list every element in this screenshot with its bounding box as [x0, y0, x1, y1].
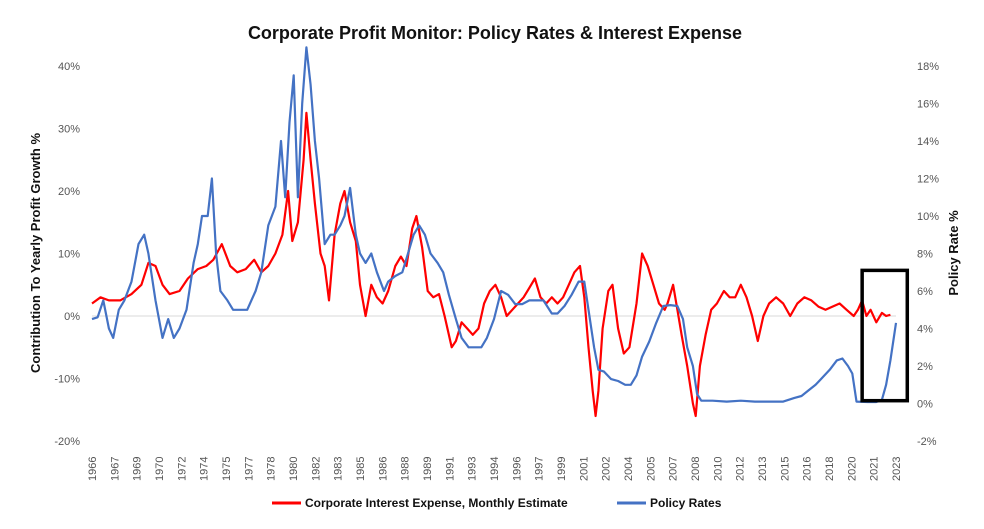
x-tick-label: 2021	[869, 457, 881, 481]
x-tick-label: 1975	[221, 457, 233, 481]
right-tick-label: 14%	[917, 136, 939, 148]
x-tick-label: 1969	[132, 457, 144, 481]
x-axis-ticks: 1966 1967 1969 1970 1972 1974 1975 1977 1978 1980…	[87, 457, 903, 481]
series-line-policy-rates	[91, 46, 898, 404]
x-tick-label: 2012	[735, 457, 747, 481]
right-tick-label: 2%	[917, 361, 933, 373]
left-tick-label: 0%	[64, 311, 80, 323]
x-tick-label: 2001	[578, 457, 590, 481]
right-tick-label: 8%	[917, 249, 933, 261]
series-layer	[91, 46, 898, 418]
x-tick-label: 2004	[623, 457, 635, 481]
x-tick-label: 1977	[243, 457, 255, 481]
x-tick-label: 1978	[266, 457, 278, 481]
right-tick-label: 4%	[917, 324, 933, 336]
x-tick-label: 2002	[601, 457, 613, 481]
x-tick-label: 1997	[534, 457, 546, 481]
x-tick-label: 1986	[377, 457, 389, 481]
left-axis-ticks: -20% -10% 0% 10% 20% 30% 40%	[54, 61, 80, 448]
x-tick-label: 1972	[176, 457, 188, 481]
x-tick-label: 1988	[400, 457, 412, 481]
right-tick-label: -2%	[917, 436, 937, 448]
x-tick-label: 2020	[846, 457, 858, 481]
x-tick-label: 1970	[154, 457, 166, 481]
right-tick-label: 0%	[917, 399, 933, 411]
x-tick-label: 2005	[645, 457, 657, 481]
x-tick-label: 1999	[556, 457, 568, 481]
left-tick-label: -10%	[54, 374, 80, 386]
x-tick-label: 2016	[802, 457, 814, 481]
legend-label-policy-rates: Policy Rates	[650, 496, 722, 510]
x-tick-label: 1985	[355, 457, 367, 481]
x-tick-label: 2008	[690, 457, 702, 481]
x-tick-label: 1974	[199, 457, 211, 481]
left-tick-label: 30%	[58, 124, 80, 136]
x-tick-label: 2018	[824, 457, 836, 481]
series-line-interest-expense	[91, 111, 891, 418]
right-tick-label: 16%	[917, 99, 939, 111]
x-tick-label: 2007	[668, 457, 680, 481]
x-tick-label: 1994	[489, 457, 501, 481]
right-tick-label: 12%	[917, 174, 939, 186]
right-tick-label: 18%	[917, 61, 939, 73]
right-axis-ticks: -2% 0% 2% 4% 6% 8% 10% 12% 14% 16% 18%	[917, 61, 939, 448]
right-tick-label: 6%	[917, 286, 933, 298]
legend: Corporate Interest Expense, Monthly Esti…	[272, 496, 722, 510]
x-tick-label: 1967	[109, 457, 121, 481]
legend-label-interest-expense: Corporate Interest Expense, Monthly Esti…	[305, 496, 568, 510]
highlight-box	[860, 268, 910, 403]
x-tick-label: 1980	[288, 457, 300, 481]
left-tick-label: 20%	[58, 186, 80, 198]
x-tick-label: 2023	[891, 457, 903, 481]
x-tick-label: 1989	[422, 457, 434, 481]
x-tick-label: 1991	[444, 457, 456, 481]
x-tick-label: 1966	[87, 457, 99, 481]
left-tick-label: -20%	[54, 436, 80, 448]
left-axis-title: Contribution To Yearly Profit Growth %	[28, 133, 43, 373]
x-tick-label: 1982	[310, 457, 322, 481]
left-tick-label: 40%	[58, 61, 80, 73]
x-tick-label: 2013	[757, 457, 769, 481]
x-tick-label: 1996	[511, 457, 523, 481]
x-tick-label: 1983	[333, 457, 345, 481]
right-axis-title: Policy Rate %	[946, 210, 961, 296]
chart-title: Corporate Profit Monitor: Policy Rates &…	[248, 23, 742, 43]
right-tick-label: 10%	[917, 211, 939, 223]
left-tick-label: 10%	[58, 249, 80, 261]
x-tick-label: 1993	[467, 457, 479, 481]
x-tick-label: 2010	[712, 457, 724, 481]
x-tick-label: 2015	[779, 457, 791, 481]
